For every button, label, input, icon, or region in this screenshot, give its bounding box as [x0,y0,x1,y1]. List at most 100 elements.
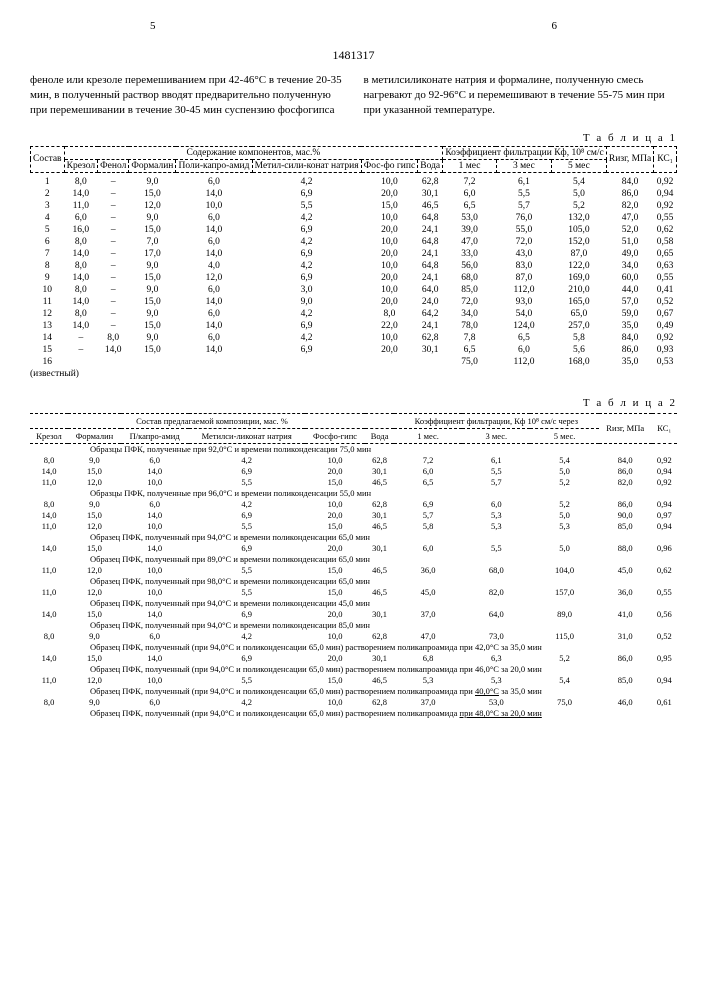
cell: 64,8 [418,260,443,272]
cell: 5,0 [530,510,598,521]
cell: 4,0 [176,260,252,272]
t2-th-3m: 3 мес. [462,428,530,443]
table2-body: Образцы ПФК, полученные при 92,0°С и вре… [30,443,677,719]
cell: 122,0 [551,260,606,272]
cell: – [98,236,129,248]
cell: 10,0 [361,212,418,224]
cell: 8,0 [30,455,68,466]
table1-label: Т а б л и ц а 1 [30,132,677,144]
cell: 4,2 [189,697,305,708]
cell: 24,1 [418,248,443,260]
cell: 5,5 [496,188,551,200]
cell: 0,41 [654,284,677,296]
cell: 46,5 [418,200,443,212]
cell: 257,0 [551,320,606,332]
cell: 5,4 [530,455,598,466]
t2-th-compo: Состав предлагаемой композиции, мас. % [30,413,394,428]
cell: 6,0 [121,631,189,642]
cell: 14,0 [30,653,68,664]
cell: 10,0 [121,477,189,488]
cell: 6,1 [462,455,530,466]
cell: 14,0 [176,320,252,332]
cell: 9,0 [68,499,121,510]
cell: 6,9 [252,272,361,284]
cell: 35,0 [606,356,653,368]
cell: 13 [31,320,65,332]
table-row: 108,0–9,06,03,010,064,085,0112,0210,044,… [31,284,677,296]
cell: 84,0 [606,332,653,344]
cell: 9,0 [252,296,361,308]
note-cell: Образец ПФК, полученный при 89,0°С и вре… [30,554,677,565]
cell: 20,0 [305,653,365,664]
cell: 2 [31,188,65,200]
table-row: 714,0–17,014,06,920,024,133,043,087,049,… [31,248,677,260]
cell: 10,0 [361,260,418,272]
cell: 20,0 [305,466,365,477]
t2-th-metil: Метилси-ликонат натрия [189,428,305,443]
th-5mes: 5 мес [551,159,606,172]
cell: 34,0 [443,308,497,320]
cell: 56,0 [443,260,497,272]
cell: 5,3 [462,675,530,686]
t2-th-fosfo: Фосфо-гипс [305,428,365,443]
cell: 6,3 [462,653,530,664]
cell: 14,0 [121,510,189,521]
cell: 54,0 [496,308,551,320]
cell: 14 [31,332,65,344]
cell: 86,0 [606,188,653,200]
cell: 105,0 [551,224,606,236]
cell: 12,0 [68,477,121,488]
table-row: 128,0–9,06,04,28,064,234,054,065,059,00,… [31,308,677,320]
cell: 85,0 [443,284,497,296]
note-row: Образец ПФК, полученный (при 94,0°С и по… [30,664,677,675]
cell: 12,0 [68,587,121,598]
cell: 24,1 [418,224,443,236]
cell: 169,0 [551,272,606,284]
cell: 9,0 [68,455,121,466]
cell: – [98,212,129,224]
cell: – [64,332,98,344]
cell: 15,0 [129,296,176,308]
th-sostav: Состав [31,146,65,172]
page-number-left: 5 [150,20,156,32]
cell: 0,92 [654,172,677,188]
cell [176,356,252,368]
cell [98,356,129,368]
cell: 15,0 [129,320,176,332]
cell: 14,0 [30,609,68,620]
table-row: 14,015,014,06,920,030,16,05,55,086,00,94 [30,466,677,477]
cell: 64,8 [418,212,443,224]
cell: 87,0 [551,248,606,260]
cell: 0,96 [652,543,677,554]
cell: 11,0 [30,587,68,598]
cell: 30,1 [365,510,394,521]
cell: 4,2 [189,499,305,510]
cell: 86,0 [599,466,652,477]
cell: 10,0 [305,697,365,708]
table-row: 8,09,06,04,210,062,87,26,15,484,00,92 [30,455,677,466]
cell: 14,0 [176,188,252,200]
cell: 7,8 [443,332,497,344]
cell: 6,9 [189,609,305,620]
cell: 14,0 [176,248,252,260]
cell: 4,2 [252,212,361,224]
cell: 0,55 [654,272,677,284]
cell: 0,94 [652,499,677,510]
cell: 8,0 [64,236,98,248]
cell [129,356,176,368]
cell: 17,0 [129,248,176,260]
note-row: Образец ПФК, полученный при 94,0°С и вре… [30,598,677,609]
th-kc: КС₁ [654,146,677,172]
table-row: 14,015,014,06,920,030,137,064,089,041,00… [30,609,677,620]
cell: 62,8 [365,631,394,642]
cell: 7,2 [443,172,497,188]
cell: 86,0 [606,344,653,356]
table-row: 68,0–7,06,04,210,064,847,072,0152,051,00… [31,236,677,248]
note-cell: Образец ПФК, полученный (при 94,0°С и по… [30,664,677,675]
cell: 36,0 [599,587,652,598]
cell: 4,2 [252,172,361,188]
th-fosfogips: Фос-фо гипс [361,159,418,172]
cell: 12,0 [68,521,121,532]
table-row: 1314,0–15,014,06,922,024,178,0124,0257,0… [31,320,677,332]
cell: 5,7 [394,510,462,521]
